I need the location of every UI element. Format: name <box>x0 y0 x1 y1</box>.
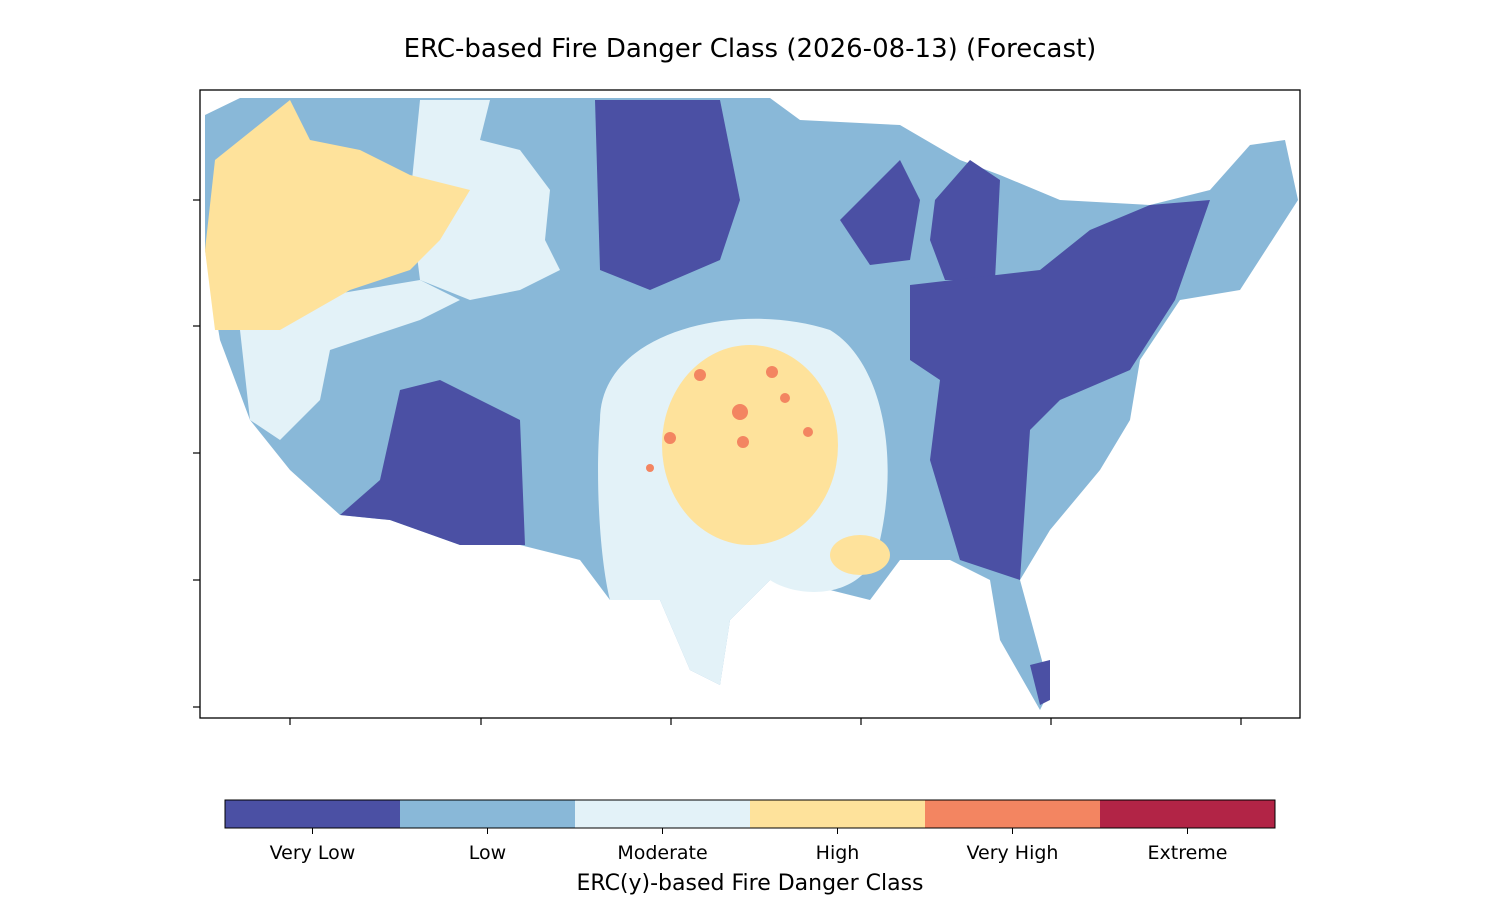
colorbar-class-label: Low <box>469 842 506 864</box>
colorbar-swatch <box>925 800 1100 828</box>
colorbar-class-label: High <box>816 842 860 864</box>
map-frame <box>199 89 1301 719</box>
colorbar-label: ERC(y)-based Fire Danger Class <box>576 871 923 896</box>
region <box>340 380 525 545</box>
colorbar-frame <box>224 799 1276 829</box>
region <box>930 160 1000 280</box>
colorbar-swatch <box>750 800 925 828</box>
colorbar-class-label: Very Low <box>270 842 356 864</box>
region <box>595 100 740 290</box>
region <box>410 100 560 300</box>
colorbar-class-label: Extreme <box>1148 842 1228 864</box>
colorbar-swatch <box>400 800 575 828</box>
region <box>840 160 920 265</box>
region <box>1030 660 1050 705</box>
region <box>910 200 1210 580</box>
colorbar-swatch <box>225 800 400 828</box>
axis-ticks <box>193 199 1242 725</box>
title: ERC-based Fire Danger Class (2026-08-13)… <box>404 34 1097 64</box>
region <box>205 100 470 330</box>
map <box>205 98 1298 710</box>
colorbar-swatch <box>575 800 750 828</box>
colorbar-class-label: Very High <box>967 842 1059 864</box>
hotspots <box>646 366 813 472</box>
colorbar-class-label: Moderate <box>617 842 707 864</box>
colorbar-swatch <box>1100 800 1275 828</box>
region <box>830 535 890 575</box>
region <box>662 345 838 545</box>
colorbar: Very Low Low Moderate High Very High Extreme <box>224 799 1276 864</box>
